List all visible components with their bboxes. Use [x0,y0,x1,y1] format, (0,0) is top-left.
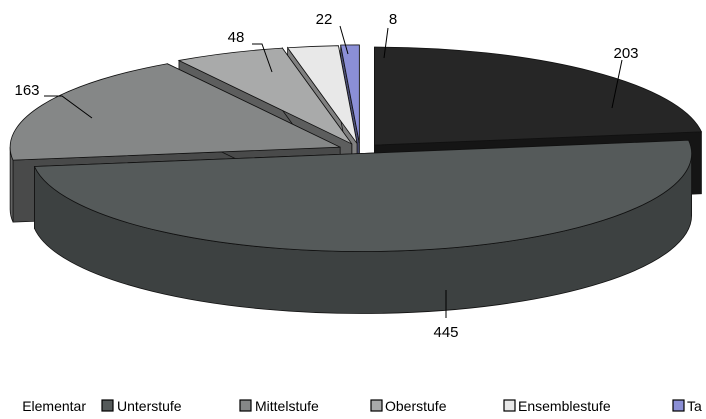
legend-label-elementar: Elementar [22,398,86,414]
data-label-unterstufe: 445 [433,324,458,341]
legend-label-unterstufe: Unterstufe [117,398,182,414]
leader-line-ensemblestufe [339,25,349,55]
leader-line-oberstufe [252,43,273,73]
legend: Elementar Unterstufe Mittelstufe Oberstu… [22,398,702,414]
leader-line-tanz [383,27,389,59]
leader-line-mittelstufe [44,95,93,119]
legend-label-ensemblestufe: Ensemblestufe [518,398,611,414]
legend-swatch-tanz [672,399,685,412]
slice-oberstufe [177,47,353,145]
leader-line-elementar [611,59,623,109]
leader-lines [44,25,623,318]
slice-tanz [340,44,360,143]
legend-label-mittelstufe: Mittelstufe [255,398,319,414]
data-label-elementar: 203 [613,45,638,62]
pie-tops [9,44,703,252]
slice-unterstufe [33,139,693,252]
data-label-ensemblestufe: 22 [316,11,333,28]
slice-mittelstufe [9,63,341,161]
data-label-oberstufe: 48 [228,29,245,46]
data-label-tanz: 8 [389,11,397,28]
legend-label-oberstufe: Oberstufe [385,398,447,414]
legend-label-tanz: Ta [687,398,702,414]
legend-swatch-unterstufe [101,399,114,412]
slice-elementar [374,46,703,146]
legend-swatch-ensemblestufe [503,399,516,412]
data-labels: 203 445 163 48 22 8 [14,11,638,341]
slice-ensemblestufe [286,45,358,144]
legend-swatch-mittelstufe [239,399,252,412]
legend-swatch-oberstufe [370,399,383,412]
data-label-mittelstufe: 163 [14,82,39,99]
